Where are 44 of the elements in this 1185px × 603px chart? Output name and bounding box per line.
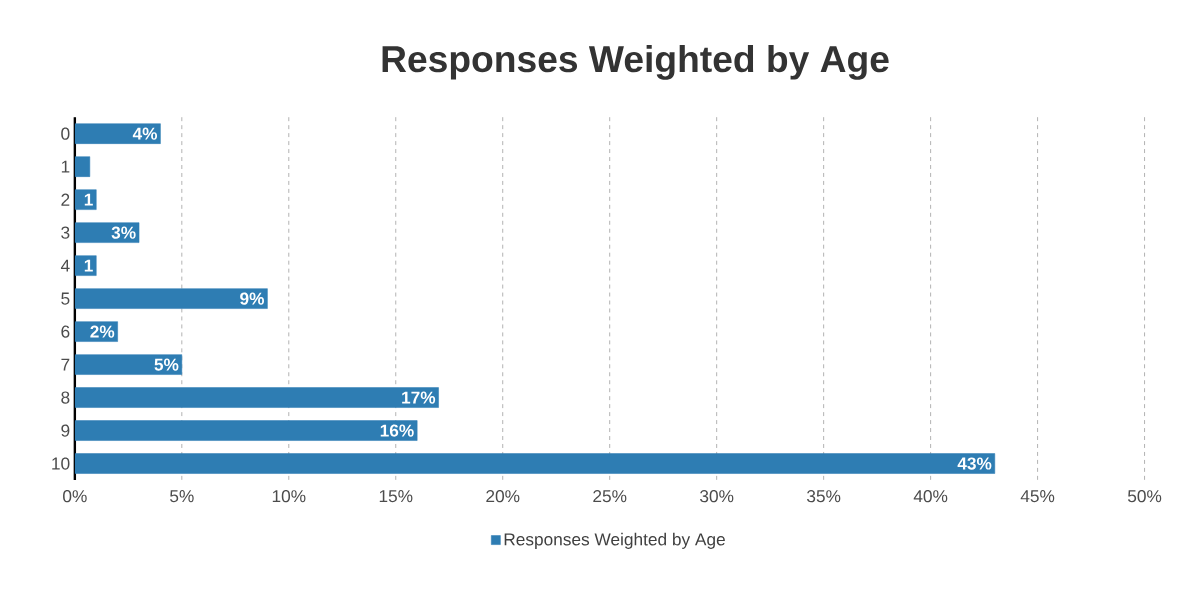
data-label: 16% [380, 424, 414, 437]
x-tick-label: 45% [1020, 490, 1055, 503]
x-tick-label: 35% [807, 490, 841, 503]
y-tick-label: 4 [60, 259, 70, 272]
x-tick-label: 30% [700, 490, 734, 503]
y-tick-label: 5 [61, 292, 70, 305]
bar [74, 222, 140, 243]
bar [74, 123, 161, 144]
chart-title: Responses Weighted by Age [382, 45, 889, 80]
y-tick-label: 10 [52, 457, 70, 470]
bar [74, 189, 97, 210]
y-tick-label: 9 [61, 424, 70, 437]
legend-label: Responses Weighted by Age [504, 532, 725, 549]
y-tick-label: 0 [61, 127, 70, 140]
data-label: 2% [90, 325, 115, 338]
data-label: 4% [132, 127, 158, 140]
data-label: 17% [402, 391, 436, 404]
y-tick-label: 1 [61, 160, 70, 173]
bar [74, 255, 97, 276]
y-tick-label: 2 [61, 193, 70, 206]
bar [74, 354, 183, 375]
data-label: 1 [84, 193, 93, 206]
x-tick-label: 10% [272, 490, 306, 503]
data-label: 5% [154, 358, 179, 371]
y-tick-label: 6 [61, 325, 70, 338]
y-tick-label: 8 [61, 391, 70, 404]
x-tick-label: 5% [170, 490, 194, 503]
bar [74, 156, 91, 177]
data-label: 43% [957, 457, 992, 470]
bar [74, 453, 996, 474]
data-label: 9% [240, 292, 265, 305]
data-label: 1 [84, 259, 93, 272]
x-tick-label: 0% [63, 490, 87, 503]
x-tick-label: 50% [1127, 490, 1162, 503]
x-tick-label: 40% [913, 490, 948, 503]
y-tick-label: 7 [61, 358, 70, 371]
bar [74, 387, 439, 408]
x-tick-label: 15% [379, 490, 413, 503]
y-tick-label: 3 [61, 226, 70, 239]
bar [74, 288, 268, 309]
x-tick-label: 20% [486, 490, 520, 503]
data-label: 3% [111, 226, 136, 239]
x-tick-label: 25% [593, 490, 627, 503]
bar [74, 420, 418, 441]
